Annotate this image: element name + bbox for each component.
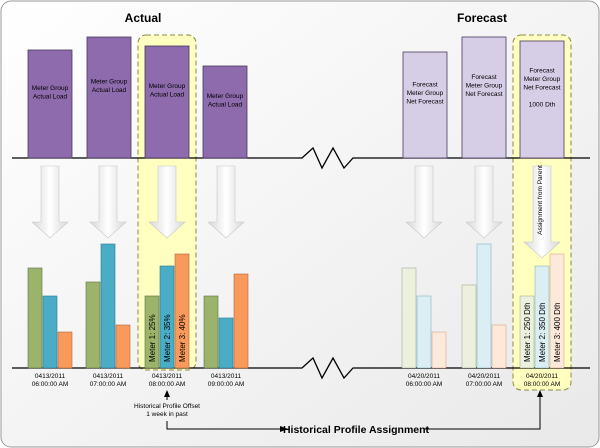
offset-note-line1: Historical Profile Offset <box>134 403 200 410</box>
actual-load-box-3 <box>144 45 190 159</box>
forecast-load-box-1-line-3: Net Forecast <box>406 99 443 106</box>
actual-load-box-3-line-2: Actual Load <box>150 91 185 98</box>
forecast-col-3-meter-3-bar <box>549 253 565 369</box>
forecast-heading: Forecast <box>457 11 507 25</box>
forecast-time-1-date: 04/20/2011 <box>408 373 440 380</box>
forecast-load-box-3-line-1: Forecast <box>529 68 554 75</box>
actual-time-1-clock: 06:00:00 AM <box>32 381 69 388</box>
forecast-time-3-date: 04/20/2011 <box>526 373 558 380</box>
forecast-load-box-3-line-3: Net Forecast <box>523 85 560 92</box>
actual-col-3-meter-2-bar <box>159 265 175 369</box>
actual-time-2-date: 0413/2011 <box>93 373 124 380</box>
forecast-load-box-1-line-2: Meter Group <box>407 90 444 97</box>
actual-load-box-2 <box>86 36 132 159</box>
actual-meter-2-label: Meter 2: 35% <box>163 314 172 362</box>
actual-time-3-clock: 08:00:00 AM <box>149 381 186 388</box>
forecast-col-1-meter-2-bar <box>416 295 432 369</box>
forecast-time-2-date: 04/20/2011 <box>468 373 500 380</box>
actual-col-3-meter-1-bar <box>144 295 160 369</box>
actual-heading: Actual <box>125 11 162 25</box>
assignment-title: Historical Profile Assignment <box>283 424 430 436</box>
actual-col-2-meter-3-bar <box>115 324 131 369</box>
actual-col-1-meter-2-bar <box>42 295 58 369</box>
actual-load-box-4-line-2: Actual Load <box>208 101 243 108</box>
forecast-time-1-clock: 06:00:00 AM <box>406 381 443 388</box>
forecast-meter-1-label: Meter 1: 250 Dth <box>523 302 532 362</box>
forecast-col-1-meter-1-bar <box>401 267 417 369</box>
forecast-load-box-2-line-2: Meter Group <box>466 83 503 90</box>
forecast-col-2-meter-2-bar <box>476 243 492 369</box>
offset-note-line2: 1 week in past <box>146 411 188 418</box>
forecast-down-arrow-3 <box>523 165 561 259</box>
forecast-load-box-2 <box>461 36 507 159</box>
actual-down-arrow-2 <box>89 165 127 239</box>
actual-col-1-meter-3-bar <box>57 331 73 369</box>
actual-load-box-1-line-1: Meter Group <box>32 85 69 92</box>
actual-col-1-meter-1-bar <box>27 267 43 369</box>
forecast-load-box-2-line-1: Forecast <box>471 74 496 81</box>
assignment-arrowhead-up <box>537 390 543 397</box>
forecast-col-3-meter-2-bar <box>534 265 550 369</box>
offset-arrowhead-up <box>164 390 170 397</box>
actual-col-2-meter-2-bar <box>100 243 116 369</box>
actual-time-2-clock: 07:00:00 AM <box>90 381 127 388</box>
actual-load-box-2-line-1: Meter Group <box>91 78 128 85</box>
forecast-down-arrow-2 <box>465 165 503 239</box>
actual-col-4-meter-3-bar <box>233 273 249 369</box>
actual-meter-3-label: Meter 3: 40% <box>178 314 187 362</box>
actual-time-3-date: 0413/2011 <box>152 373 183 380</box>
actual-load-box-1-line-2: Actual Load <box>33 93 68 100</box>
actual-time-1-date: 0413/2011 <box>35 373 66 380</box>
forecast-time-3-clock: 08:00:00 AM <box>524 381 561 388</box>
actual-down-arrow-4 <box>207 165 245 239</box>
actual-col-3-meter-3-bar <box>174 253 190 369</box>
timeline-top <box>12 146 590 170</box>
assignment-from-parent-label: Assignment from Parent <box>537 165 544 235</box>
actual-load-box-1 <box>27 49 73 159</box>
actual-load-box-3-line-1: Meter Group <box>149 83 186 90</box>
forecast-col-1-meter-3-bar <box>431 331 447 369</box>
actual-col-2-meter-1-bar <box>85 281 101 369</box>
forecast-load-box-1 <box>402 51 448 159</box>
actual-time-4-clock: 09:00:00 AM <box>208 381 245 388</box>
forecast-load-box-3-line-2: Meter Group <box>524 76 561 83</box>
assignment-arrowhead-right <box>280 426 288 432</box>
actual-time-4-date: 0413/2011 <box>211 373 242 380</box>
forecast-col-2-meter-3-bar <box>491 324 507 369</box>
actual-load-box-4-line-1: Meter Group <box>207 93 244 100</box>
forecast-load-box-3-line-5: 1000 Dth <box>529 102 556 109</box>
forecast-meter-2-label: Meter 2: 350 Dth <box>538 302 547 362</box>
actual-down-arrow-3 <box>148 165 186 239</box>
forecast-col-2-meter-1-bar <box>461 284 477 369</box>
actual-down-arrow-1 <box>31 165 69 239</box>
forecast-col-3-meter-1-bar <box>519 295 535 369</box>
timeline-bottom <box>12 356 590 380</box>
forecast-load-box-1-line-1: Forecast <box>412 82 437 89</box>
forecast-time-2-clock: 07:00:00 AM <box>466 381 503 388</box>
actual-load-box-4 <box>202 65 248 159</box>
actual-col-4-meter-2-bar <box>218 317 234 369</box>
forecast-down-arrow-1 <box>405 165 443 239</box>
actual-meter-1-label: Meter 1: 25% <box>148 314 157 362</box>
forecast-load-box-2-line-3: Net Forecast <box>465 91 502 98</box>
forecast-load-box-3 <box>519 40 565 159</box>
actual-load-box-2-line-2: Actual Load <box>92 87 127 94</box>
actual-col-4-meter-1-bar <box>203 295 219 369</box>
forecast-meter-3-label: Meter 3: 400 Dth <box>553 302 562 362</box>
